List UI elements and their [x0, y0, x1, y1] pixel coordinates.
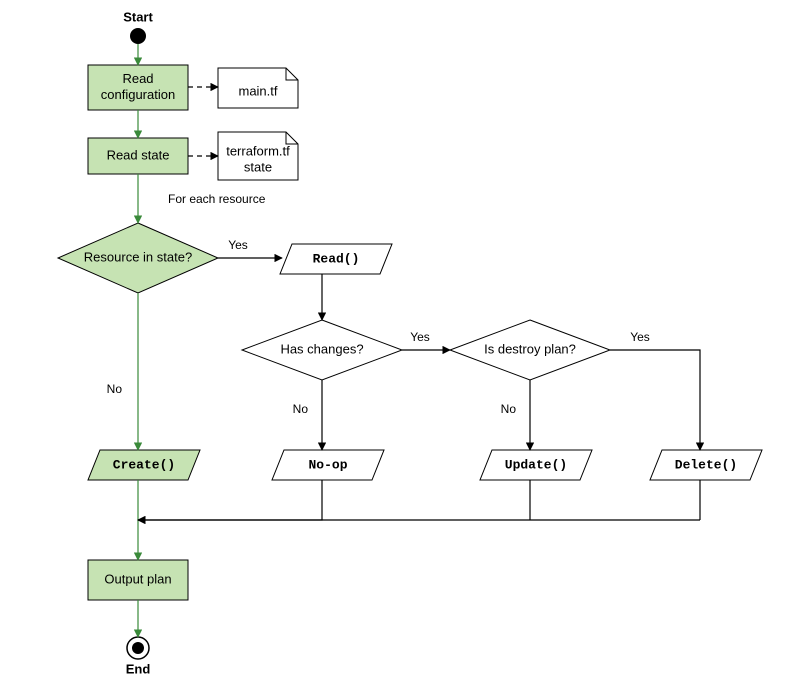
svg-text:Resource in state?: Resource in state?: [84, 249, 192, 264]
svg-text:Has changes?: Has changes?: [280, 341, 363, 356]
svg-text:main.tf: main.tf: [238, 83, 277, 98]
svg-text:No-op: No-op: [308, 457, 347, 472]
svg-text:Read: Read: [122, 71, 153, 86]
svg-text:Create(): Create(): [113, 457, 175, 472]
svg-text:No: No: [293, 402, 309, 416]
svg-text:End: End: [126, 661, 151, 676]
svg-text:Delete(): Delete(): [675, 457, 737, 472]
svg-text:Start: Start: [123, 9, 153, 24]
svg-text:Read(): Read(): [313, 251, 360, 266]
svg-text:configuration: configuration: [101, 87, 175, 102]
svg-text:Yes: Yes: [228, 238, 248, 252]
svg-text:Yes: Yes: [410, 330, 430, 344]
svg-text:Read state: Read state: [107, 147, 170, 162]
svg-text:Is destroy plan?: Is destroy plan?: [484, 341, 576, 356]
svg-text:Output plan: Output plan: [104, 571, 171, 586]
svg-text:Yes: Yes: [630, 330, 650, 344]
svg-text:state: state: [244, 159, 272, 174]
svg-text:For each resource: For each resource: [168, 192, 266, 206]
svg-text:Update(): Update(): [505, 457, 567, 472]
svg-text:terraform.tf: terraform.tf: [226, 143, 290, 158]
svg-text:No: No: [501, 402, 517, 416]
svg-text:No: No: [107, 382, 123, 396]
